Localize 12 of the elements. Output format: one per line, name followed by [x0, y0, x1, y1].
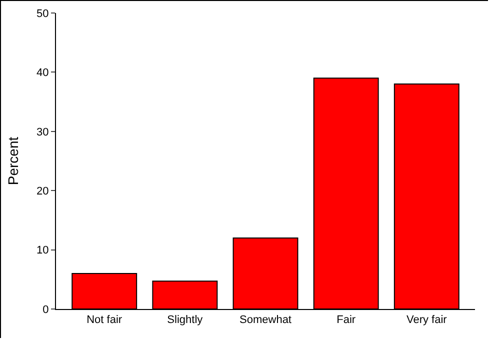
x-tick-label: Very fair	[406, 314, 448, 326]
y-tick-label: 30	[36, 126, 49, 138]
y-tick-label: 20	[36, 185, 49, 198]
x-tick-label: Not fair	[86, 314, 122, 326]
x-tick-label: Somewhat	[240, 314, 292, 326]
y-axis-title: Percent	[5, 136, 21, 186]
x-tick-label: Slightly	[167, 314, 204, 326]
y-tick-label: 0	[42, 304, 49, 316]
x-tick-label: Fair	[336, 314, 356, 326]
y-tick-label: 10	[36, 244, 49, 257]
y-tick-label: 50	[36, 8, 49, 20]
y-tick-label: 40	[36, 67, 49, 80]
